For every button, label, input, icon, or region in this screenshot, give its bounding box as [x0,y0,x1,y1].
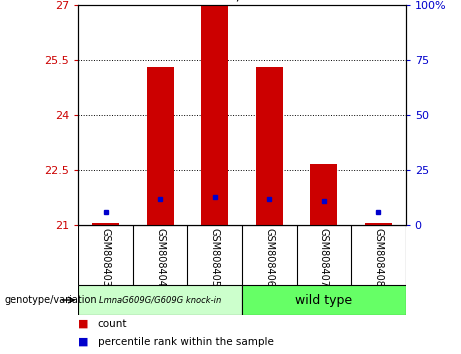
Text: GSM808408: GSM808408 [373,228,384,287]
Bar [310,165,337,225]
Text: LmnaG609G/G609G knock-in: LmnaG609G/G609G knock-in [99,296,221,304]
Title: GDS4490 / 10548948: GDS4490 / 10548948 [167,0,317,3]
Text: GSM808403: GSM808403 [100,228,111,287]
Text: wild type: wild type [296,293,352,307]
Bar [365,223,392,225]
Text: count: count [98,319,127,329]
Text: ■: ■ [78,337,89,347]
Text: genotype/variation: genotype/variation [5,295,97,305]
Text: GSM808404: GSM808404 [155,228,165,287]
Text: GSM808405: GSM808405 [210,228,220,287]
Text: ■: ■ [78,319,89,329]
Bar [242,285,406,315]
Bar [256,68,283,225]
Bar [201,5,228,225]
Bar [78,285,242,315]
Text: percentile rank within the sample: percentile rank within the sample [98,337,274,347]
Text: GSM808406: GSM808406 [264,228,274,287]
Bar [92,223,119,225]
Bar [147,68,174,225]
Text: GSM808407: GSM808407 [319,228,329,287]
